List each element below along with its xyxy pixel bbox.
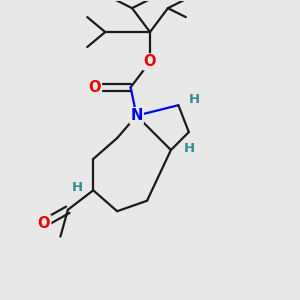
Text: O: O	[38, 216, 50, 231]
Text: H: H	[71, 181, 82, 194]
Text: H: H	[183, 142, 194, 155]
Text: H: H	[189, 93, 200, 106]
Text: O: O	[144, 54, 156, 69]
Text: O: O	[88, 80, 101, 95]
Text: N: N	[130, 108, 143, 123]
